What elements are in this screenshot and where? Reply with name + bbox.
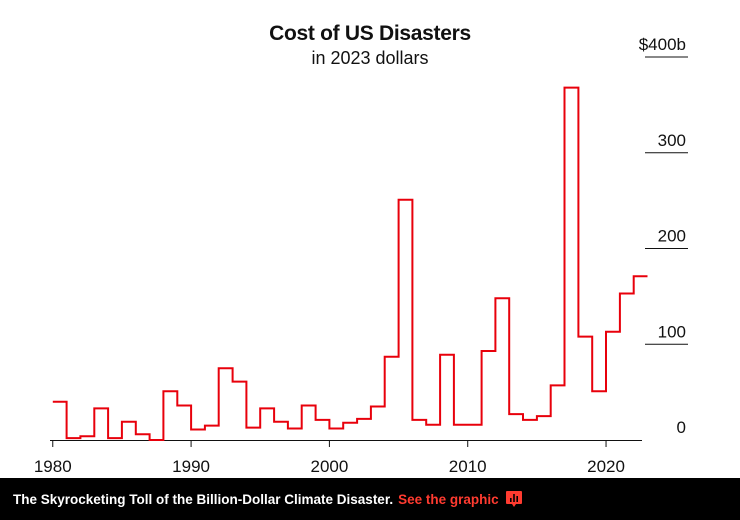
- data-point: [236, 379, 242, 385]
- series-line: [52, 86, 648, 441]
- data-point: [527, 417, 533, 423]
- data-point: [513, 411, 519, 417]
- data-point: [582, 334, 588, 340]
- data-point: [389, 354, 395, 360]
- data-point: [430, 422, 436, 428]
- x-tick-label: 2000: [310, 457, 348, 476]
- data-point: [181, 403, 187, 409]
- data-point: [361, 416, 367, 422]
- data-point: [416, 417, 422, 423]
- see-graphic-link[interactable]: See the graphic: [398, 491, 499, 507]
- data-point: [154, 437, 160, 443]
- data-point: [98, 405, 104, 411]
- chart-title: Cost of US Disasters: [269, 22, 471, 45]
- data-point: [140, 431, 146, 437]
- y-tick-label: 200: [658, 227, 686, 246]
- y-tick-label: 300: [658, 131, 686, 150]
- data-point: [209, 423, 215, 429]
- data-point: [596, 388, 602, 394]
- data-point: [555, 382, 561, 388]
- data-point: [126, 419, 132, 425]
- data-point: [624, 291, 630, 297]
- data-point: [638, 273, 644, 279]
- data-point: [57, 399, 63, 405]
- x-tick-label: 2020: [587, 457, 625, 476]
- data-point: [472, 422, 478, 428]
- bar-chart-icon[interactable]: [505, 490, 523, 508]
- data-point: [195, 426, 201, 432]
- data-point: [541, 413, 547, 419]
- footer-headline: The Skyrocketing Toll of the Billion-Dol…: [13, 491, 394, 507]
- x-tick-label: 1980: [34, 457, 72, 476]
- data-point: [306, 403, 312, 409]
- y-tick-label: $400b: [639, 35, 686, 54]
- data-point: [292, 426, 298, 432]
- chart-subtitle: in 2023 dollars: [311, 48, 429, 68]
- data-point: [610, 329, 616, 335]
- data-point: [444, 352, 450, 358]
- data-point: [458, 422, 464, 428]
- data-point: [112, 435, 118, 441]
- data-point: [319, 417, 325, 423]
- data-point: [333, 426, 339, 432]
- data-point: [347, 420, 353, 426]
- y-tick-label: 100: [658, 322, 686, 341]
- data-point: [402, 197, 408, 203]
- data-point: [485, 348, 491, 354]
- data-point: [375, 403, 381, 409]
- y-tick-label: 0: [677, 418, 686, 437]
- data-point: [264, 405, 270, 411]
- data-point: [499, 295, 505, 301]
- data-point: [167, 388, 173, 394]
- chart-plot: 0 100 200 300 $400b 1980 1990 2000 2010 2020: [34, 35, 688, 476]
- footer-bar[interactable]: The Skyrocketing Toll of the Billion-Dol…: [0, 478, 740, 520]
- data-point: [223, 365, 229, 371]
- data-point: [71, 435, 77, 441]
- data-point: [84, 433, 90, 439]
- data-point: [250, 425, 256, 431]
- x-tick-label: 1990: [172, 457, 210, 476]
- x-tick-label: 2010: [449, 457, 487, 476]
- data-point: [568, 85, 574, 91]
- data-point: [278, 419, 284, 425]
